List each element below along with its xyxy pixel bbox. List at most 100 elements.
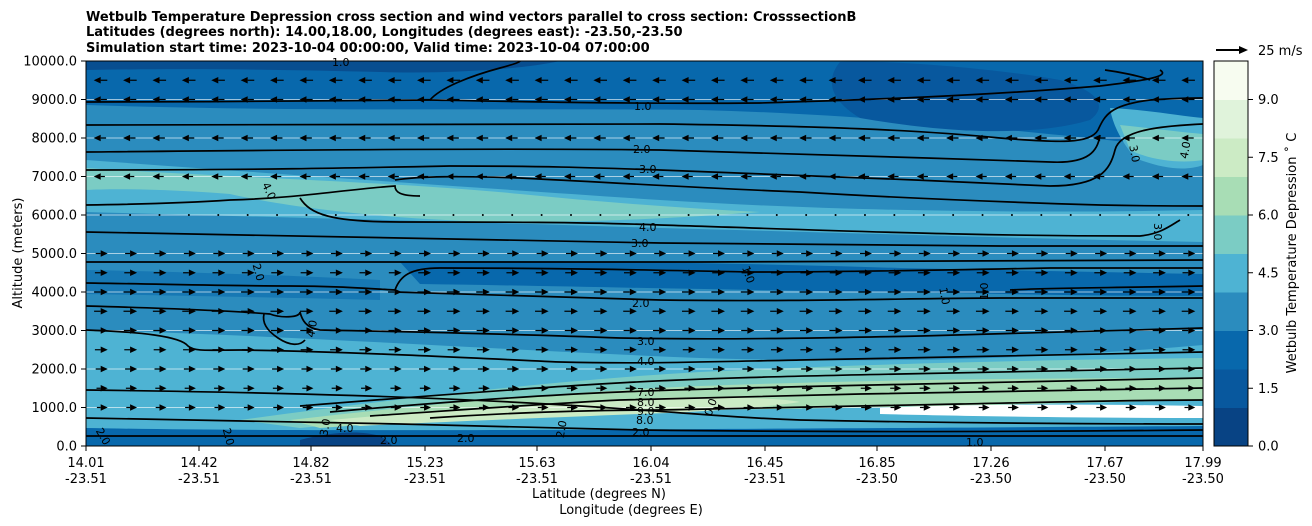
colorbar-tick-label: 4.5 (1258, 266, 1279, 281)
wind-vector-head (1041, 404, 1049, 411)
y-tick-label: 9000.0 (32, 93, 78, 108)
contour-line-2b (86, 134, 1101, 163)
wind-vector-head (857, 77, 865, 84)
wind-vector-head (394, 385, 402, 392)
wind-vector-head (211, 77, 219, 84)
colorbar-tick-label: 0.0 (1258, 440, 1279, 455)
wind-vector-head (1122, 96, 1130, 103)
wind-vector-head (328, 134, 336, 142)
wind-vector-head (652, 77, 660, 84)
wind-vector-head (688, 288, 696, 296)
wind-vector-head (306, 288, 314, 296)
wind-vector-head (1122, 173, 1130, 180)
wind-vector (658, 214, 661, 216)
wind-vector-head (923, 346, 931, 353)
wind-vector-head (747, 250, 755, 257)
colorbar-tick-label: 6.0 (1258, 209, 1279, 224)
wind-vector-head (953, 346, 961, 353)
wind-vector-head (894, 346, 902, 353)
wind-vector-head (417, 77, 425, 84)
colorbar-band (1214, 176, 1248, 216)
wind-vector-head (864, 250, 872, 257)
chart-title-line-1: Wetbulb Temperature Depression cross sec… (86, 10, 856, 25)
wind-vector-head (512, 250, 520, 257)
wind-vector-head (188, 308, 196, 315)
colorbar-frame (1213, 60, 1249, 447)
wind-vector-head (688, 385, 696, 392)
wind-vector-head (482, 365, 490, 373)
contour-label: 0.0 (702, 397, 720, 418)
wind-vector-head (328, 96, 336, 103)
wind-vector-head (424, 327, 432, 334)
wind-vector-head (828, 173, 836, 180)
wind-vectors (93, 77, 1196, 411)
wind-vector-head (600, 269, 608, 276)
wind-vector-head (887, 134, 895, 142)
contour-lines (86, 61, 1203, 437)
wind-vector-head (123, 173, 131, 180)
wind-vector-head (975, 77, 983, 84)
colorbar-band (1214, 215, 1248, 254)
wind-vector-head (100, 385, 108, 392)
wind-vector (423, 214, 426, 216)
wind-vector-head (512, 269, 520, 276)
wind-vector-head (130, 288, 138, 296)
contour-label: 8.0 (637, 396, 655, 409)
wind-vector-head (328, 173, 336, 180)
wind-vector-head (1129, 346, 1137, 353)
x-tick-longitude: -23.51 (630, 472, 672, 487)
wind-vector-head (394, 404, 402, 411)
y-tick-label: 7000.0 (32, 170, 78, 185)
wind-vector-head (659, 308, 667, 315)
wind-vector (1010, 214, 1013, 216)
wind-vector (716, 214, 719, 216)
wind-vector-head (864, 288, 872, 296)
wind-vector-head (953, 365, 961, 373)
wind-vector-head (417, 96, 425, 103)
contour-line-4 (86, 185, 421, 206)
wind-vector-head (387, 134, 395, 142)
wind-vector-head (717, 288, 725, 296)
wind-vector-head (218, 365, 226, 373)
wind-vector-head (659, 365, 667, 373)
contour-label: 4.0 (304, 319, 320, 338)
x-axis: 14.01-23.5114.42-23.5114.82-23.5115.23-2… (65, 446, 1224, 487)
wind-vector-head (541, 269, 549, 276)
wind-vector-head (306, 308, 314, 315)
contour-label: 8.0 (636, 414, 654, 427)
wind-vector-head (1063, 173, 1071, 180)
wind-vector-head (600, 404, 608, 411)
wind-vector-head (717, 404, 725, 411)
wind-vector-head (1100, 346, 1108, 353)
wind-vector-head (277, 288, 285, 296)
wind-vector-head (1041, 385, 1049, 392)
wind-vector-head (365, 346, 373, 353)
wind-vector-head (424, 385, 432, 392)
contour-label: 7.0 (637, 386, 655, 399)
wind-vector-head (424, 308, 432, 315)
wind-vector-head (512, 365, 520, 373)
wind-vector (1157, 214, 1160, 216)
colorbar-bands (1214, 61, 1248, 447)
contour-label: 3.0 (637, 335, 655, 348)
wind-vector-head (688, 404, 696, 411)
wind-vector-head (681, 173, 689, 180)
wind-vector-head (299, 77, 307, 84)
wind-vector (364, 214, 367, 216)
x-tick-longitude: -23.51 (178, 472, 220, 487)
wind-vector-head (1129, 385, 1137, 392)
contour-line-2 (86, 97, 1203, 143)
contour-label: 1.0 (966, 436, 984, 449)
wind-vector-head (358, 96, 366, 103)
wind-vector-head (365, 404, 373, 411)
wind-vector-head (740, 77, 748, 84)
wind-vector-head (629, 404, 637, 411)
wind-vector-head (1004, 77, 1012, 84)
wind-vector (1069, 214, 1072, 216)
x-tick-latitude: 16.04 (632, 456, 669, 471)
x-tick-longitude: -23.51 (744, 472, 786, 487)
wind-vector-head (953, 288, 961, 296)
x-tick-latitude: 15.63 (518, 456, 555, 471)
wind-vector-head (799, 77, 807, 84)
